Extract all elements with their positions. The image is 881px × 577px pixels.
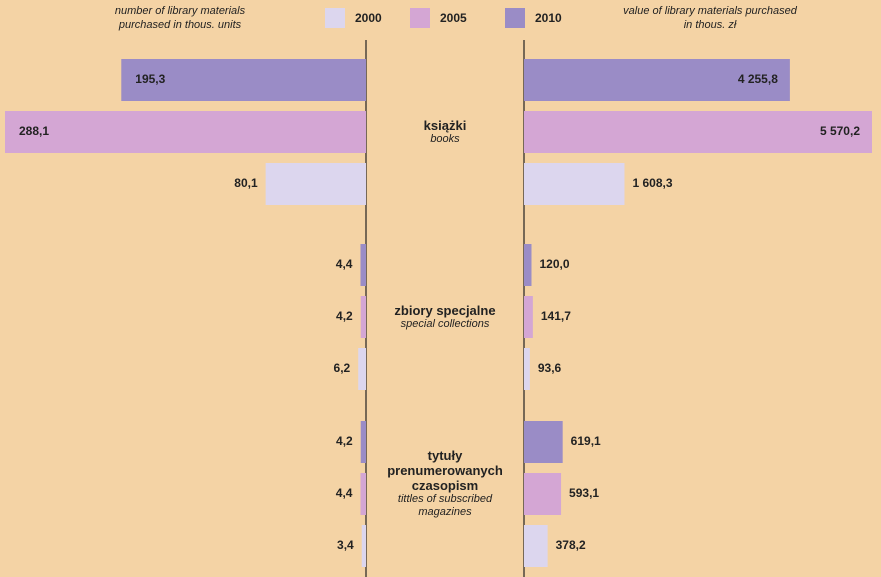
legend-swatch — [410, 8, 430, 28]
value-label: 195,3 — [135, 72, 165, 86]
legend-swatch — [325, 8, 345, 28]
bar — [358, 348, 366, 390]
bar — [361, 525, 366, 567]
legend-label: 2010 — [535, 11, 562, 25]
value-label: 378,2 — [556, 538, 586, 552]
bar — [524, 111, 872, 153]
legend-label: 2000 — [355, 11, 382, 25]
value-label: 80,1 — [234, 176, 258, 190]
value-label: 619,1 — [571, 434, 601, 448]
bar — [360, 296, 366, 338]
category-translation: tittles of subscribed magazines — [397, 493, 493, 518]
bar — [121, 59, 366, 101]
value-label: 141,7 — [541, 309, 571, 323]
left-subtitle: number of library materials purchased in… — [114, 5, 246, 31]
value-label: 4,2 — [336, 309, 353, 323]
bar — [524, 348, 530, 390]
category-name: książki — [423, 118, 467, 133]
value-label: 93,6 — [538, 361, 562, 375]
value-label: 6,2 — [334, 361, 351, 375]
value-label: 1 608,3 — [632, 176, 672, 190]
value-label: 4 255,8 — [738, 72, 778, 86]
bar — [360, 244, 366, 286]
category-name: tytuły prenumerowanych czasopism — [387, 448, 503, 493]
value-label: 288,1 — [19, 124, 49, 138]
category-translation: books — [430, 133, 460, 145]
bar — [524, 59, 790, 101]
bar — [360, 421, 366, 463]
bar — [524, 421, 563, 463]
bar — [524, 296, 533, 338]
bar — [5, 111, 366, 153]
value-label: 4,2 — [336, 434, 353, 448]
category-name: zbiory specjalne — [394, 303, 496, 318]
legend-label: 2005 — [440, 11, 467, 25]
value-label: 4,4 — [336, 257, 353, 271]
category-label: tytuły prenumerowanych czasopism tittles … — [370, 448, 520, 519]
bar — [524, 163, 625, 205]
value-label: 4,4 — [336, 486, 353, 500]
value-label: 5 570,2 — [820, 124, 860, 138]
category-translation: special collections — [400, 318, 490, 330]
value-label: 593,1 — [569, 486, 599, 500]
bar — [265, 163, 366, 205]
legend-swatch — [505, 8, 525, 28]
bar — [524, 473, 562, 515]
bar — [524, 244, 532, 286]
category-label: zbiory specjalne special collections — [370, 303, 520, 331]
value-label: 3,4 — [337, 538, 354, 552]
bar — [524, 525, 548, 567]
category-label: książki books — [370, 118, 520, 146]
right-subtitle: value of library materials purchased in … — [623, 5, 797, 31]
value-label: 120,0 — [539, 257, 569, 271]
bar — [360, 473, 366, 515]
